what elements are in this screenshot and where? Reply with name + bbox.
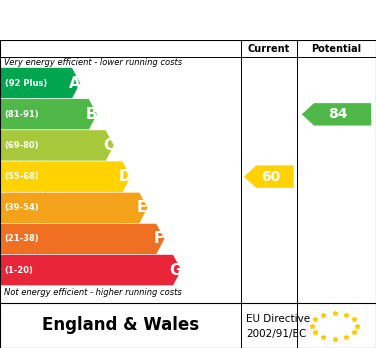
Text: (1-20): (1-20) bbox=[5, 266, 33, 275]
Text: Current: Current bbox=[248, 44, 290, 54]
Polygon shape bbox=[0, 254, 182, 286]
Text: (92 Plus): (92 Plus) bbox=[5, 79, 47, 88]
Text: 2002/91/EC: 2002/91/EC bbox=[246, 330, 307, 339]
Text: (21-38): (21-38) bbox=[5, 235, 39, 244]
Text: Energy Efficiency Rating: Energy Efficiency Rating bbox=[8, 11, 237, 29]
Polygon shape bbox=[0, 130, 114, 161]
Text: Very energy efficient - lower running costs: Very energy efficient - lower running co… bbox=[4, 58, 182, 67]
Polygon shape bbox=[0, 68, 80, 99]
Text: England & Wales: England & Wales bbox=[42, 316, 199, 334]
Polygon shape bbox=[0, 161, 131, 192]
Text: 60: 60 bbox=[261, 169, 280, 184]
Text: (55-68): (55-68) bbox=[5, 172, 39, 181]
Text: Potential: Potential bbox=[311, 44, 362, 54]
Text: 84: 84 bbox=[329, 107, 348, 121]
Text: Not energy efficient - higher running costs: Not energy efficient - higher running co… bbox=[4, 288, 182, 297]
Text: EU Directive: EU Directive bbox=[246, 314, 311, 324]
Text: B: B bbox=[86, 107, 97, 122]
Text: C: C bbox=[103, 138, 114, 153]
Polygon shape bbox=[0, 223, 165, 254]
Text: (69-80): (69-80) bbox=[5, 141, 39, 150]
Polygon shape bbox=[0, 99, 97, 130]
Text: D: D bbox=[119, 169, 132, 184]
Text: (81-91): (81-91) bbox=[5, 110, 39, 119]
Text: E: E bbox=[137, 200, 147, 215]
Polygon shape bbox=[302, 103, 371, 126]
Text: G: G bbox=[170, 263, 182, 278]
Polygon shape bbox=[0, 192, 148, 223]
Text: A: A bbox=[69, 76, 80, 91]
Text: F: F bbox=[154, 231, 164, 246]
Text: (39-54): (39-54) bbox=[5, 203, 39, 212]
Polygon shape bbox=[244, 165, 294, 188]
